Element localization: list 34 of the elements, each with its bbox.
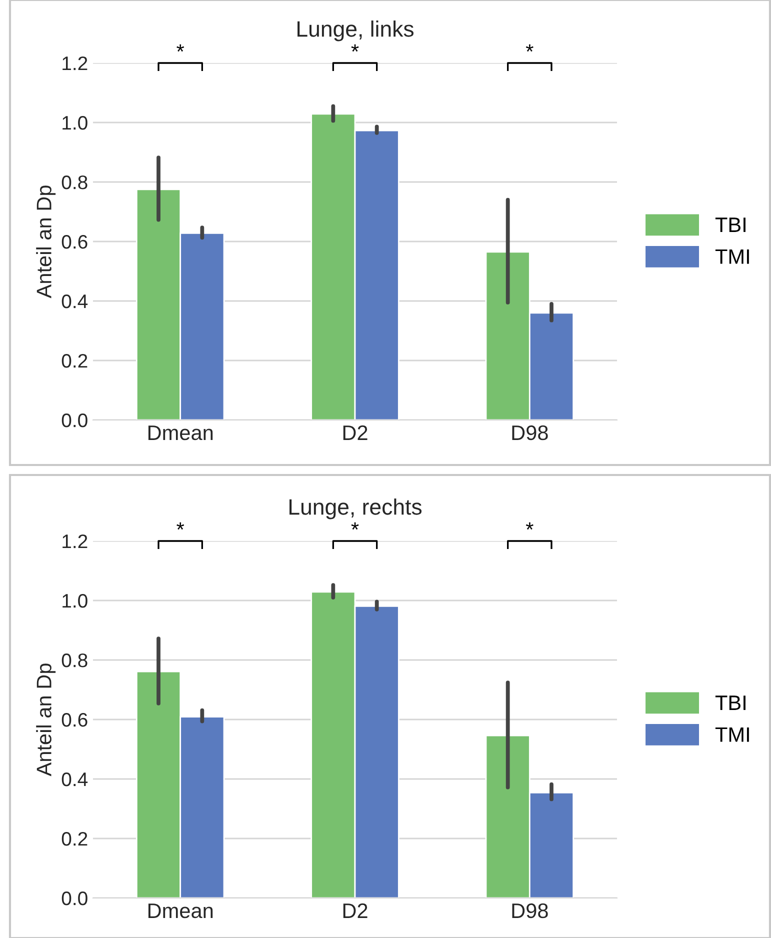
text: *	[526, 522, 534, 530]
chart-title: Lunge, rechts	[290, 498, 422, 520]
x-tick-label: Dmean	[148, 904, 213, 918]
x-tick-label: Dmean	[148, 426, 213, 440]
legend-label: TMI	[715, 727, 749, 742]
y-tick-label: 0.8	[62, 653, 88, 668]
text: *	[351, 522, 359, 530]
chart-title: Lunge, links	[298, 20, 414, 42]
x-tick-label: D2	[343, 425, 368, 440]
y-tick-label: 1.2	[62, 534, 88, 548]
y-tick-label: 0.0	[62, 891, 88, 906]
text: *	[351, 44, 359, 52]
y-tick-label: 0.2	[62, 832, 88, 846]
legend-label: TMI	[715, 249, 749, 264]
y-tick-label: 0.4	[62, 294, 88, 308]
legend-label: TBI	[715, 218, 746, 232]
y-tick-label: 1.0	[62, 594, 88, 608]
x-tick-label: D98	[512, 903, 548, 918]
text: *	[176, 522, 184, 530]
legend-label: TBI	[715, 696, 746, 710]
y-axis-title: Anteil an Dp	[36, 186, 56, 298]
text: *	[526, 44, 534, 52]
x-tick-label: D2	[343, 903, 368, 918]
y-tick-label: 1.2	[62, 56, 88, 70]
y-tick-label: 0.8	[62, 175, 88, 190]
text: *	[176, 44, 184, 52]
y-tick-label: 0.6	[62, 234, 88, 249]
y-axis-title: Anteil an Dp	[36, 664, 56, 776]
y-tick-label: 0.6	[62, 712, 88, 727]
y-tick-label: 0.2	[62, 354, 88, 368]
y-tick-label: 0.4	[62, 772, 88, 786]
y-tick-label: 1.0	[62, 116, 88, 130]
y-tick-label: 0.0	[62, 413, 88, 428]
x-tick-label: D98	[512, 425, 548, 440]
